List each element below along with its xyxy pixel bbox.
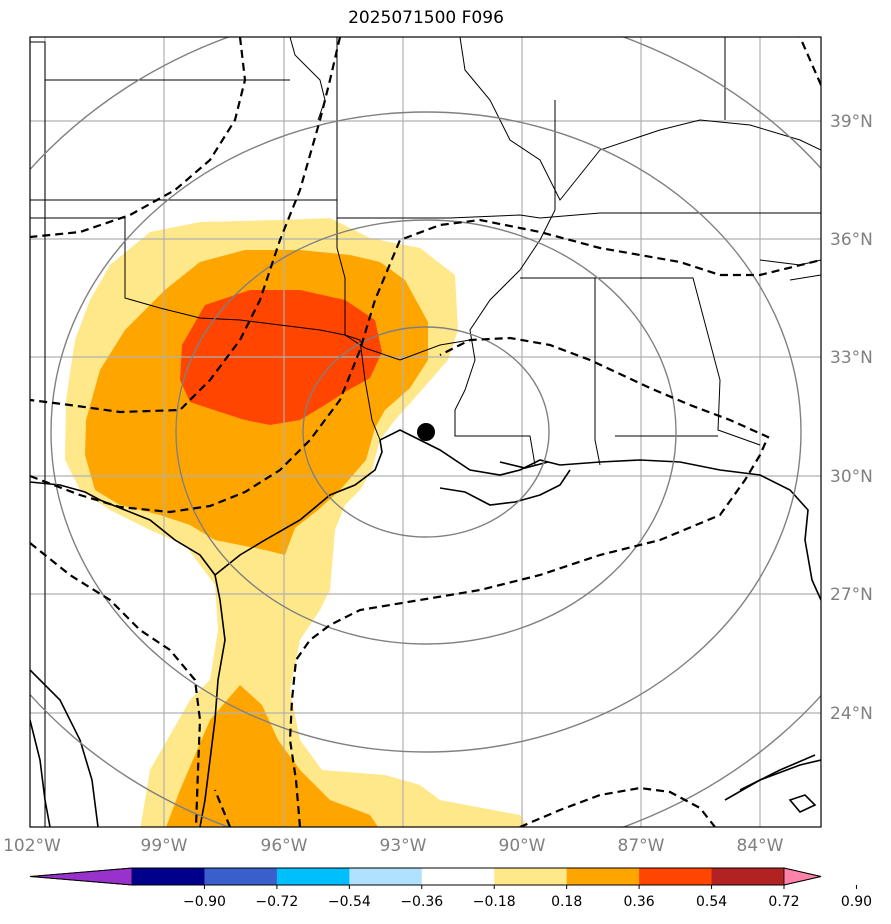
colorbar-segment	[711, 868, 785, 885]
dashed-contours	[30, 37, 821, 827]
lat-label: 24°N	[830, 704, 873, 724]
colorbar-segment	[349, 868, 423, 885]
lon-label: 99°W	[141, 836, 188, 856]
map-title: 2025071500 F096	[348, 8, 504, 28]
colorbar-segment	[639, 868, 713, 885]
lat-label: 30°N	[830, 467, 873, 487]
colorbar-tick-label: 0.54	[696, 894, 727, 910]
colorbar-segment	[132, 868, 205, 885]
colorbar-segment	[204, 868, 278, 885]
coastline	[30, 429, 821, 827]
lon-label: 90°W	[499, 836, 546, 856]
colorbar-extend-high	[783, 867, 822, 886]
lat-label: 33°N	[830, 348, 873, 368]
lat-label: 27°N	[830, 585, 873, 605]
lat-label: 39°N	[830, 112, 873, 132]
colorbar-segment	[276, 868, 350, 885]
storm-center-marker	[417, 423, 435, 441]
colorbar-tick-label: −0.18	[473, 894, 516, 910]
lon-label: 93°W	[380, 836, 427, 856]
colorbar-tick-label: 0.36	[624, 894, 655, 910]
latitude-labels: 39°N 36°N 33°N 30°N 27°N 24°N	[830, 112, 873, 724]
colorbar-segment	[494, 868, 568, 885]
colorbar: −0.90 −0.72 −0.54 −0.36 −0.18 0.18 0.36 0.54 0.7…	[29, 867, 872, 910]
lat-label: 36°N	[830, 230, 873, 250]
lon-label: 102°W	[3, 836, 61, 856]
longitude-labels: 102°W 99°W 96°W 93°W 90°W 87°W 84°W	[3, 836, 784, 856]
colorbar-tick-label: −0.90	[183, 894, 226, 910]
colorbar-segment	[566, 868, 640, 885]
lon-label: 96°W	[261, 836, 308, 856]
map-area	[30, 37, 821, 827]
range-rings	[30, 37, 821, 827]
colorbar-tick-label: −0.72	[255, 894, 298, 910]
colorbar-segment	[421, 868, 495, 885]
colorbar-tick-label: 0.90	[841, 894, 872, 910]
colorbar-tick-label: 0.18	[551, 894, 582, 910]
lon-label: 84°W	[737, 836, 784, 856]
colorbar-tick-label: −0.36	[400, 894, 443, 910]
colorbar-outline	[29, 867, 822, 886]
colorbar-tick-label: −0.54	[328, 894, 371, 910]
colorbar-tick-label: 0.72	[768, 894, 799, 910]
map-frame	[29, 36, 822, 828]
lon-label: 87°W	[618, 836, 665, 856]
colorbar-extend-low	[29, 867, 133, 886]
